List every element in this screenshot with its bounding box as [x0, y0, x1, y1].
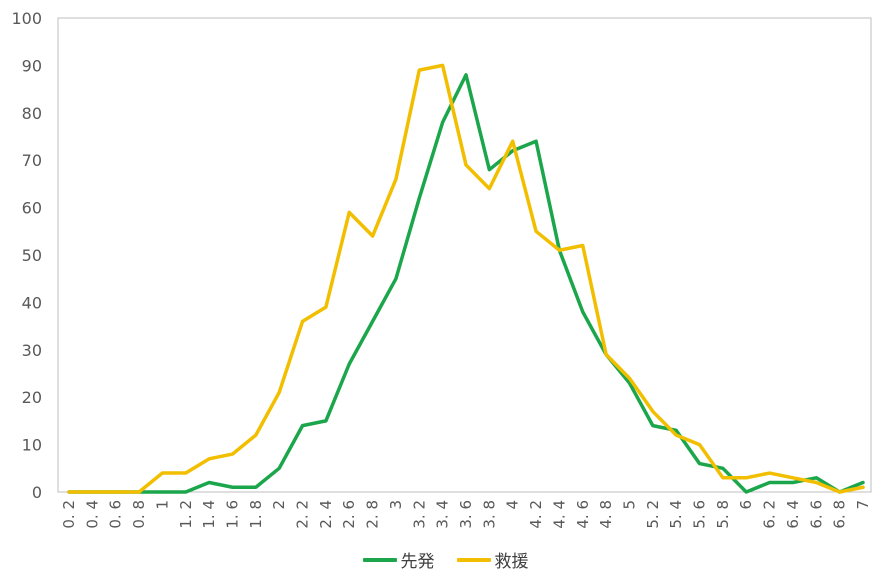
line-chart: 0 10 20 30 40 50 60 70 80 90 100 0. 2 0. 4 0. 6 0. 8 1… [11, 9, 872, 529]
y-tick-label: 40 [22, 293, 42, 312]
x-tick-label: 4. 4 [550, 500, 568, 529]
y-tick-label: 20 [22, 388, 42, 407]
y-tick-label: 10 [22, 436, 42, 455]
x-tick-label: 5. 6 [691, 500, 709, 529]
x-tick-label: 3. 6 [457, 500, 475, 529]
legend-item-series-0: 先発 [362, 547, 435, 572]
series-lines [67, 63, 865, 494]
y-tick-label: 50 [22, 246, 42, 265]
x-tick-label: 4. 2 [527, 500, 545, 529]
x-tick-label: 5 [620, 500, 638, 510]
x-tick-label: 2. 4 [317, 500, 335, 529]
x-tick-label: 5. 8 [714, 500, 732, 529]
x-tick-label: 7 [854, 500, 872, 510]
y-tick-label: 30 [22, 341, 42, 360]
x-tick-label: 2. 8 [364, 500, 382, 529]
x-tick-label: 0. 4 [83, 500, 101, 529]
x-tick-label: 1. 4 [200, 500, 218, 529]
y-tick-label: 60 [22, 199, 42, 218]
legend: 先発 救援 [0, 547, 891, 572]
x-tick-label: 0. 8 [130, 500, 148, 529]
x-tick-label: 4. 8 [597, 500, 615, 529]
x-tick-label: 1. 8 [247, 500, 265, 529]
x-tick-label: 2 [270, 500, 288, 510]
legend-swatch-series-1 [456, 557, 491, 562]
x-tick-label: 5. 2 [644, 500, 662, 529]
legend-label-series-0: 先発 [400, 552, 435, 572]
y-axis: 0 10 20 30 40 50 60 70 80 90 100 [11, 9, 42, 502]
legend-item-series-1: 救援 [456, 547, 529, 572]
x-tick-label: 5. 4 [667, 500, 685, 529]
y-tick-label: 80 [22, 104, 42, 123]
x-tick-label: 1. 2 [177, 500, 195, 529]
x-tick-label: 3. 4 [434, 500, 452, 529]
series-line-1 [67, 63, 865, 494]
x-tick-label: 6 [737, 500, 755, 510]
x-tick-label: 2. 6 [340, 500, 358, 529]
x-tick-label: 6. 2 [761, 500, 779, 529]
legend-swatch-series-0 [362, 557, 397, 562]
y-tick-label: 0 [32, 483, 42, 502]
x-axis: 0. 2 0. 4 0. 6 0. 8 1 1. 2 1. 4 1. 6 1. 8 2 2. 2 2.… [60, 500, 872, 529]
x-tick-label: 3. 8 [480, 500, 498, 529]
x-tick-label: 3 [387, 500, 405, 510]
y-tick-label: 90 [22, 56, 42, 75]
legend-label-series-1: 救援 [494, 552, 529, 572]
x-tick-label: 2. 2 [294, 500, 312, 529]
x-tick-label: 6. 6 [807, 500, 825, 529]
x-tick-label: 4. 6 [574, 500, 592, 529]
x-tick-label: 1. 6 [223, 500, 241, 529]
x-tick-label: 6. 8 [831, 500, 849, 529]
plot-frame [57, 17, 872, 493]
x-tick-label: 0. 6 [107, 500, 125, 529]
x-tick-label: 0. 2 [60, 500, 78, 529]
series-line-0 [67, 73, 865, 494]
x-tick-label: 4 [504, 500, 522, 510]
y-tick-label: 100 [11, 9, 42, 28]
y-tick-label: 70 [22, 151, 42, 170]
x-tick-label: 1 [153, 500, 171, 510]
x-tick-label: 6. 4 [784, 500, 802, 529]
x-tick-label: 3. 2 [410, 500, 428, 529]
